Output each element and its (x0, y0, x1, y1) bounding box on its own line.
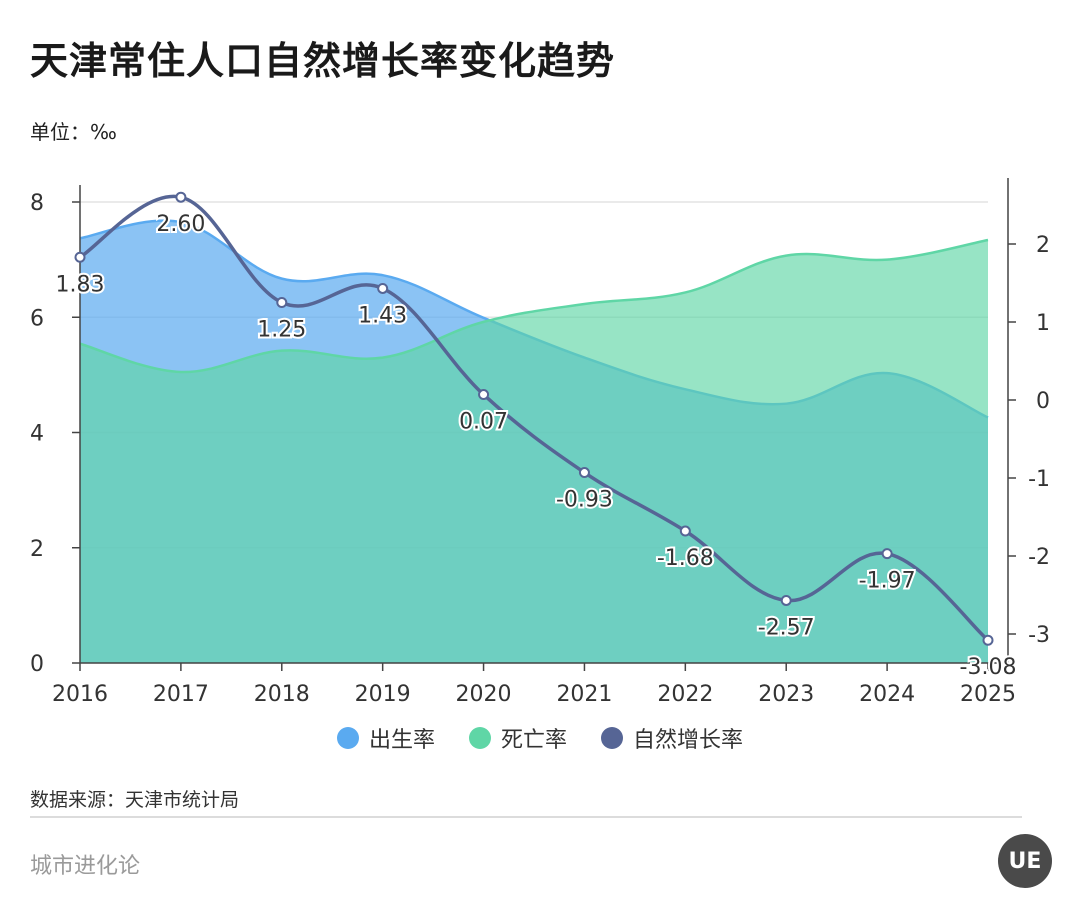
x-tick-label: 2016 (52, 682, 108, 707)
legend-label-growth: 自然增长率 (633, 728, 744, 753)
growth-data-label: 0.07 (459, 410, 508, 435)
legend-item-growth[interactable]: 自然增长率 (601, 722, 743, 754)
growth-point (881, 548, 893, 560)
unit-label: 单位：‰ (30, 120, 117, 144)
area-death (80, 240, 988, 663)
area-line-death (79, 238, 989, 374)
x-tick-label: 2023 (758, 682, 814, 707)
growth-data-label: -1.68 (657, 546, 714, 571)
growth-data-label: -2.57 (758, 615, 815, 640)
right-tick-label: -2 (1028, 545, 1050, 570)
x-tick-label: 2022 (657, 682, 713, 707)
brand-logo: UE (998, 834, 1052, 888)
growth-point (982, 634, 994, 646)
left-tick-label: 8 (30, 191, 44, 216)
growth-data-label: -3.08 (960, 655, 1017, 680)
left-tick-label: 6 (30, 306, 44, 331)
growth-line (79, 194, 990, 642)
right-tick-label: -1 (1028, 467, 1050, 492)
growth-point (478, 389, 490, 401)
growth-point (377, 282, 389, 294)
left-tick-label: 0 (30, 652, 44, 677)
growth-point (175, 191, 187, 203)
growth-point (780, 594, 792, 606)
growth-point (679, 525, 691, 537)
x-tick-label: 2017 (153, 682, 209, 707)
x-tick-label: 2024 (859, 682, 915, 707)
x-tick-label: 2019 (355, 682, 411, 707)
brand-name: 城市进化论 (30, 854, 141, 879)
growth-data-label: 1.83 (56, 272, 105, 297)
legend-label-birth: 出生率 (368, 728, 435, 753)
growth-point (276, 297, 288, 308)
left-tick-label: 2 (30, 537, 44, 562)
legend: 出生率 死亡率 自然增长率 (0, 722, 1080, 754)
x-tick-label: 2020 (456, 682, 512, 707)
chart-area: 0 2 4 6 8 -3 -2 -1 0 1 2 2016 2017 2018 2019 2020 2021 20… (30, 178, 1050, 707)
right-tick-label: 1 (1036, 311, 1050, 336)
growth-point (74, 251, 86, 263)
growth-data-label: -1.97 (859, 569, 916, 594)
growth-point (578, 467, 590, 479)
growth-data-label: 1.25 (257, 318, 306, 343)
left-tick-label: 4 (30, 422, 44, 447)
x-tick-label: 2025 (960, 682, 1016, 707)
x-tick-label: 2021 (556, 682, 612, 707)
chart-title: 天津常住人口自然增长率变化趋势 (30, 39, 616, 83)
legend-item-death[interactable]: 死亡率 (468, 722, 567, 754)
legend-label-death: 死亡率 (500, 728, 567, 753)
right-tick-label: -3 (1028, 623, 1050, 648)
legend-swatch-growth (601, 727, 623, 749)
growth-data-label: 1.43 (358, 303, 407, 328)
divider (30, 816, 1022, 818)
growth-data-label: 2.60 (156, 212, 205, 237)
data-source: 数据来源：天津市统计局 (30, 789, 240, 811)
right-tick-label: 2 (1036, 233, 1050, 258)
growth-data-label: -0.93 (556, 488, 613, 513)
legend-item-birth[interactable]: 出生率 (336, 722, 435, 754)
legend-swatch-birth (336, 727, 359, 749)
legend-swatch-death (468, 727, 491, 749)
x-tick-label: 2018 (254, 682, 310, 707)
right-tick-label: 0 (1036, 389, 1050, 414)
